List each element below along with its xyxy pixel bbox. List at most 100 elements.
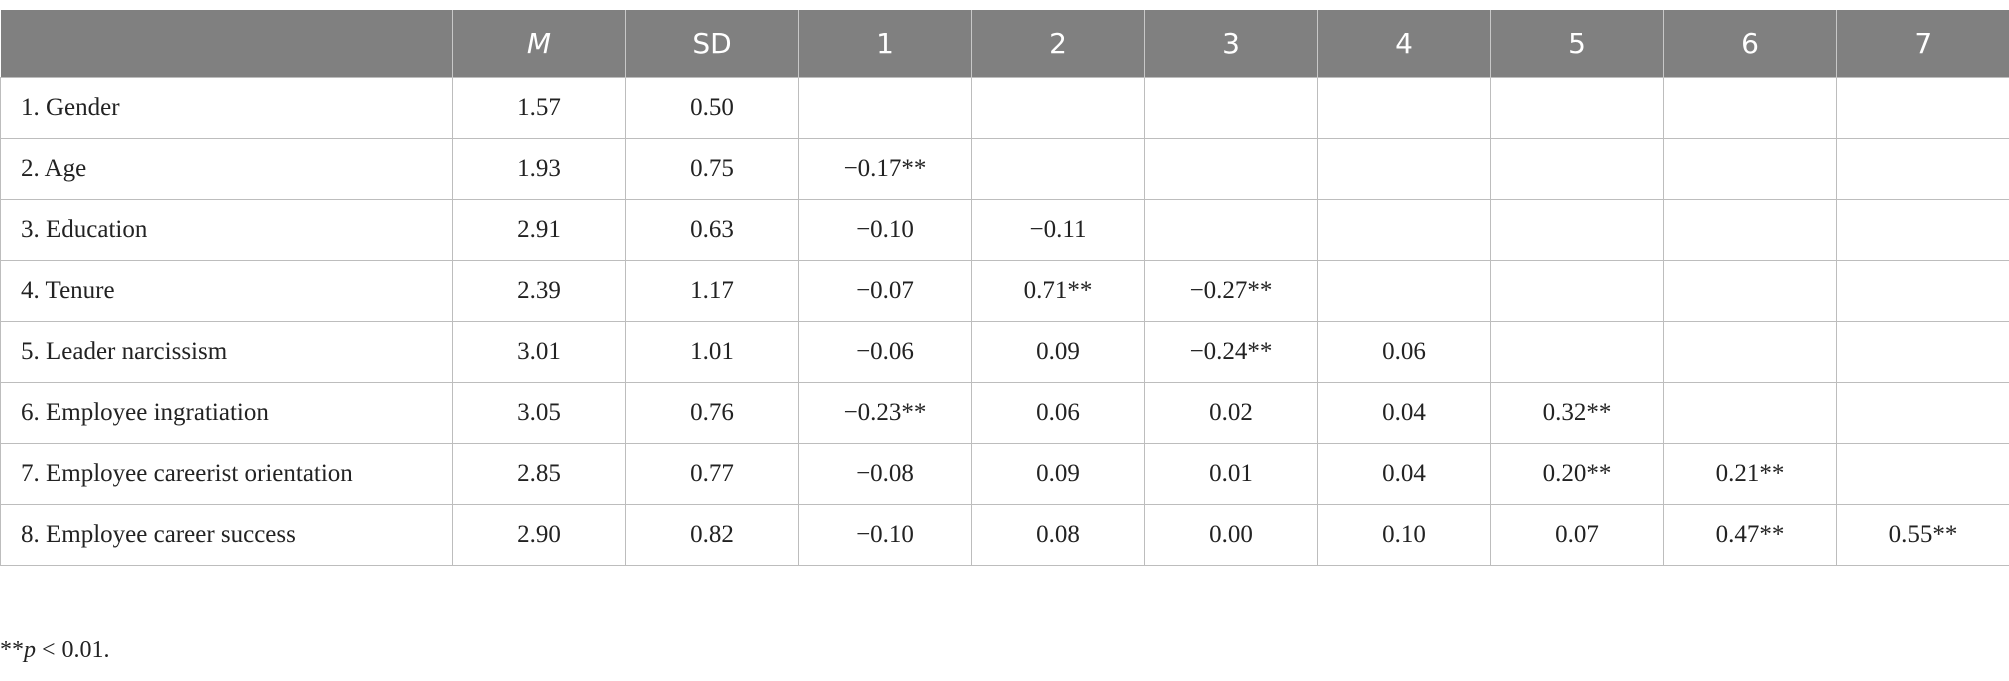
cell: 0.07 — [1490, 504, 1664, 566]
cell: 3.05 — [452, 382, 626, 444]
cell: −0.06 — [798, 321, 972, 383]
cell — [1836, 321, 2009, 383]
cell: −0.07 — [798, 260, 972, 322]
cell: 0.75 — [625, 138, 799, 200]
cell — [1490, 199, 1664, 261]
cell: 2.39 — [452, 260, 626, 322]
cell — [971, 138, 1145, 200]
footnote-text: < 0.01. — [36, 637, 110, 663]
cell — [1836, 443, 2009, 505]
cell — [1317, 199, 1491, 261]
table-row: 4. Tenure 2.39 1.17 −0.07 0.71** −0.27** — [0, 260, 2009, 322]
table-row: 8. Employee career success 2.90 0.82 −0.10 0… — [0, 504, 2009, 566]
table-body: 1. Gender 1.57 0.50 2. Age 1.93 0.75 −0.17** 3.… — [0, 77, 2009, 566]
cell — [1144, 77, 1318, 139]
column-header: SD — [625, 10, 799, 78]
cell: 0.10 — [1317, 504, 1491, 566]
table-row: 3. Education 2.91 0.63 −0.10 −0.11 — [0, 199, 2009, 261]
row-label: 5. Leader narcissism — [0, 321, 453, 383]
cell: 0.76 — [625, 382, 799, 444]
cell — [1317, 260, 1491, 322]
cell — [1836, 260, 2009, 322]
cell: −0.11 — [971, 199, 1145, 261]
row-label: 2. Age — [0, 138, 453, 200]
cell: −0.10 — [798, 199, 972, 261]
cell: 1.93 — [452, 138, 626, 200]
cell — [971, 77, 1145, 139]
cell: −0.08 — [798, 443, 972, 505]
cell: 1.17 — [625, 260, 799, 322]
row-label: 8. Employee career success — [0, 504, 453, 566]
cell: 0.09 — [971, 443, 1145, 505]
cell: 0.04 — [1317, 443, 1491, 505]
header-row: M SD 1 2 3 4 5 6 7 — [0, 10, 2009, 78]
column-header: M — [452, 10, 626, 78]
cell — [798, 77, 972, 139]
cell: 0.06 — [1317, 321, 1491, 383]
cell: 0.01 — [1144, 443, 1318, 505]
cell: 0.77 — [625, 443, 799, 505]
cell — [1836, 199, 2009, 261]
cell: 0.00 — [1144, 504, 1318, 566]
cell: 2.90 — [452, 504, 626, 566]
table-row: 5. Leader narcissism 3.01 1.01 −0.06 0.09 −0.… — [0, 321, 2009, 383]
cell — [1663, 321, 1837, 383]
column-header: 2 — [971, 10, 1145, 78]
cell — [1144, 199, 1318, 261]
footnote-marks: ** — [0, 637, 24, 663]
cell: −0.24** — [1144, 321, 1318, 383]
cell — [1490, 260, 1664, 322]
cell: 0.71** — [971, 260, 1145, 322]
cell: 0.47** — [1663, 504, 1837, 566]
row-label: 6. Employee ingratiation — [0, 382, 453, 444]
cell — [1836, 138, 2009, 200]
row-label: 1. Gender — [0, 77, 453, 139]
cell: 0.09 — [971, 321, 1145, 383]
cell: −0.23** — [798, 382, 972, 444]
cell — [1836, 382, 2009, 444]
cell — [1317, 77, 1491, 139]
cell: 0.04 — [1317, 382, 1491, 444]
cell: −0.10 — [798, 504, 972, 566]
column-header: 5 — [1490, 10, 1664, 78]
cell — [1663, 138, 1837, 200]
cell — [1663, 199, 1837, 261]
row-label: 7. Employee careerist orientation — [0, 443, 453, 505]
cell: 0.08 — [971, 504, 1145, 566]
column-header — [0, 10, 453, 78]
row-label: 3. Education — [0, 199, 453, 261]
table-row: 6. Employee ingratiation 3.05 0.76 −0.23** 0… — [0, 382, 2009, 444]
cell: 1.57 — [452, 77, 626, 139]
cell: 0.06 — [971, 382, 1145, 444]
cell: 2.91 — [452, 199, 626, 261]
correlation-table: M SD 1 2 3 4 5 6 7 1. Gender 1.57 0.50 2. Age 1.93 0.… — [0, 10, 2009, 566]
cell: 0.82 — [625, 504, 799, 566]
footnote: **p < 0.01. — [0, 637, 110, 664]
table-row: 1. Gender 1.57 0.50 — [0, 77, 2009, 139]
cell — [1490, 321, 1664, 383]
column-header: 1 — [798, 10, 972, 78]
cell: 1.01 — [625, 321, 799, 383]
cell — [1144, 138, 1318, 200]
cell: 0.63 — [625, 199, 799, 261]
row-label: 4. Tenure — [0, 260, 453, 322]
column-header: 4 — [1317, 10, 1491, 78]
column-header: 6 — [1663, 10, 1837, 78]
cell — [1317, 138, 1491, 200]
cell: −0.17** — [798, 138, 972, 200]
footnote-symbol: p — [24, 637, 36, 663]
table-row: 7. Employee careerist orientation 2.85 0.7… — [0, 443, 2009, 505]
column-header: 3 — [1144, 10, 1318, 78]
cell — [1836, 77, 2009, 139]
cell — [1663, 77, 1837, 139]
cell — [1490, 138, 1664, 200]
cell: −0.27** — [1144, 260, 1318, 322]
cell: 0.50 — [625, 77, 799, 139]
table-row: 2. Age 1.93 0.75 −0.17** — [0, 138, 2009, 200]
cell — [1663, 260, 1837, 322]
cell: 0.20** — [1490, 443, 1664, 505]
cell: 2.85 — [452, 443, 626, 505]
cell: 3.01 — [452, 321, 626, 383]
cell: 0.21** — [1663, 443, 1837, 505]
